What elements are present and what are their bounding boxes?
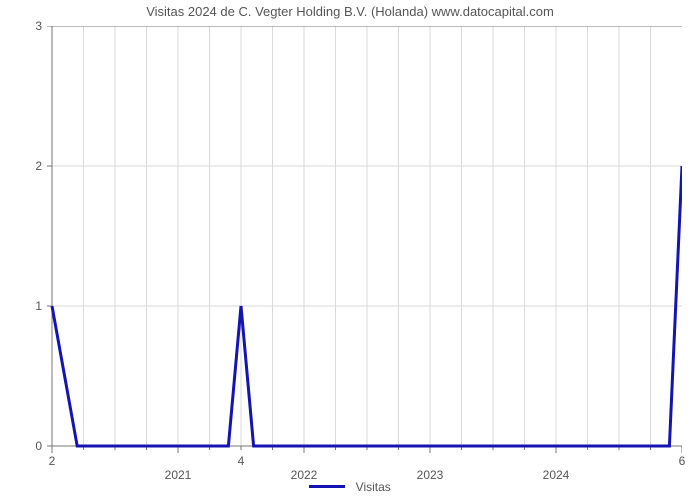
y-tick-label: 3 (35, 19, 42, 33)
chart-plot-area (52, 26, 682, 446)
y-tick-label: 1 (35, 299, 42, 313)
chart-title: Visitas 2024 de C. Vegter Holding B.V. (… (0, 4, 700, 19)
legend-label: Visitas (356, 480, 391, 494)
x-tick-label: 2 (49, 454, 56, 468)
chart-legend: Visitas (0, 478, 700, 496)
y-tick-label: 2 (35, 159, 42, 173)
x-tick-label: 4 (238, 454, 245, 468)
legend-swatch (309, 485, 345, 488)
chart-svg (38, 26, 682, 460)
x-tick-label: 6 (679, 454, 686, 468)
y-tick-label: 0 (35, 439, 42, 453)
